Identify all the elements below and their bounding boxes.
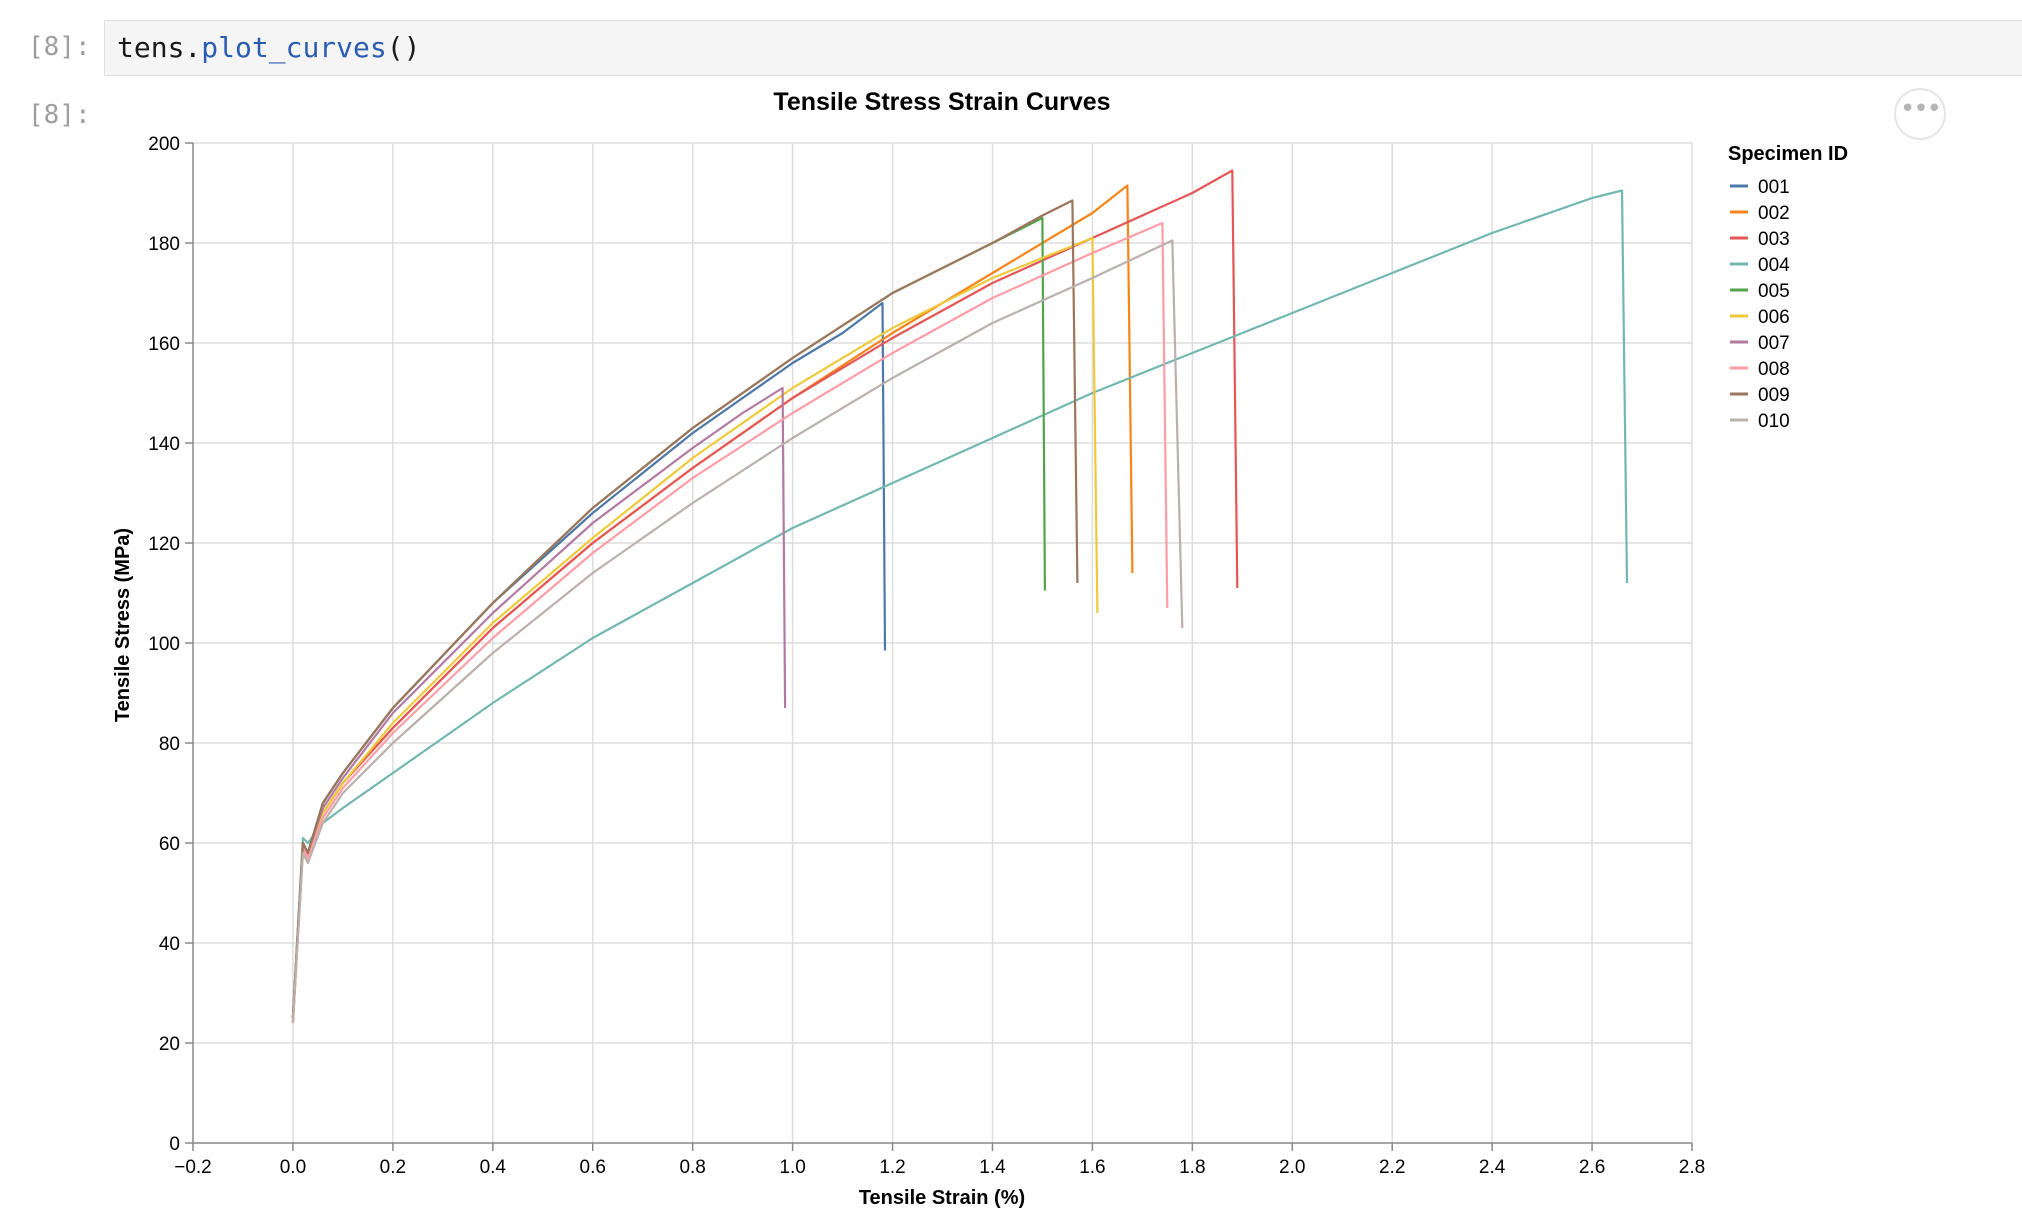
y-axis-title: Tensile Stress (MPa) [112, 528, 134, 722]
series-line-007 [291, 386, 787, 1019]
x-tick-label: 1.4 [979, 1157, 1006, 1178]
x-tick-label: 1.6 [1079, 1157, 1105, 1178]
y-tick-label: 60 [159, 834, 180, 855]
ellipsis-icon: ••• [1899, 94, 1942, 124]
output-area: −0.2 0.0 0.2 0.4 0.6 0.8 1.0 1.2 1.4 1.6 1.8 2.0 2.2… [104, 80, 2022, 1222]
legend-label-006: 006 [1758, 307, 1790, 328]
y-tick-label: 160 [148, 334, 180, 355]
x-tick-label: 0.4 [480, 1157, 507, 1178]
legend-label-004: 004 [1758, 255, 1790, 276]
code-parens: () [386, 31, 421, 64]
series-line-005 [291, 216, 1046, 1019]
y-tick-label: 20 [159, 1034, 180, 1055]
code-object: tens. [117, 31, 202, 64]
legend-label-007: 007 [1758, 333, 1790, 354]
code-function: plot_curves [201, 31, 387, 64]
x-tick-label: 1.0 [779, 1157, 805, 1178]
series-line-008 [291, 221, 1169, 1024]
x-tick-label: 2.4 [1479, 1157, 1506, 1178]
series-line-006 [291, 236, 1099, 1024]
series-line-003 [291, 169, 1239, 1024]
legend-label-002: 002 [1758, 203, 1790, 224]
y-tick-label: 120 [148, 534, 180, 555]
y-tick-label: 40 [159, 934, 180, 955]
legend-label-009: 009 [1758, 385, 1790, 406]
series-line-002 [291, 184, 1134, 1024]
x-tick-label: 2.2 [1379, 1157, 1405, 1178]
y-tick-label: 140 [148, 434, 180, 455]
stress-strain-chart: −0.2 0.0 0.2 0.4 0.6 0.8 1.0 1.2 1.4 1.6 1.8 2.0 2.2… [112, 88, 1848, 1209]
x-tick-label: 0.6 [580, 1157, 606, 1178]
axis-layer: −0.2 0.0 0.2 0.4 0.6 0.8 1.0 1.2 1.4 1.6 1.8 2.0 2.2… [148, 134, 1705, 1178]
series-line-004 [291, 189, 1629, 1019]
x-tick-label: 0.0 [280, 1157, 306, 1178]
series-line-010 [291, 239, 1184, 1024]
legend-label-003: 003 [1758, 229, 1790, 250]
y-tick-label: 200 [148, 134, 180, 155]
legend-label-001: 001 [1758, 177, 1790, 198]
x-tick-label: −0.2 [174, 1157, 212, 1178]
x-tick-label: 1.8 [1179, 1157, 1205, 1178]
chart-title: Tensile Stress Strain Curves [773, 88, 1110, 116]
y-tick-label: 100 [148, 634, 180, 655]
x-tick-label: 2.8 [1679, 1157, 1705, 1178]
input-prompt: [8]: [28, 32, 91, 62]
legend-label-008: 008 [1758, 359, 1790, 380]
x-tick-label: 2.0 [1279, 1157, 1305, 1178]
y-tick-label: 80 [159, 734, 180, 755]
x-tick-label: 0.8 [679, 1157, 705, 1178]
output-prompt: [8]: [28, 100, 91, 130]
legend-title: Specimen ID [1728, 143, 1848, 165]
x-tick-label: 0.2 [380, 1157, 406, 1178]
chart-actions-button[interactable]: ••• [1894, 88, 1946, 140]
y-tick-label: 0 [169, 1134, 180, 1155]
legend: Specimen ID 001 002 003 004 005 006 007 008 009 0… [1728, 143, 1848, 432]
grid-layer [193, 142, 1693, 1143]
x-axis-title: Tensile Strain (%) [859, 1187, 1025, 1209]
series-line-009 [291, 199, 1079, 1019]
y-tick-label: 180 [148, 234, 180, 255]
code-cell[interactable]: tens.plot_curves() [104, 20, 2022, 76]
x-tick-label: 2.6 [1579, 1157, 1605, 1178]
legend-label-005: 005 [1758, 281, 1790, 302]
x-tick-label: 1.2 [879, 1157, 905, 1178]
legend-label-010: 010 [1758, 411, 1790, 432]
series-layer [291, 169, 1629, 1024]
